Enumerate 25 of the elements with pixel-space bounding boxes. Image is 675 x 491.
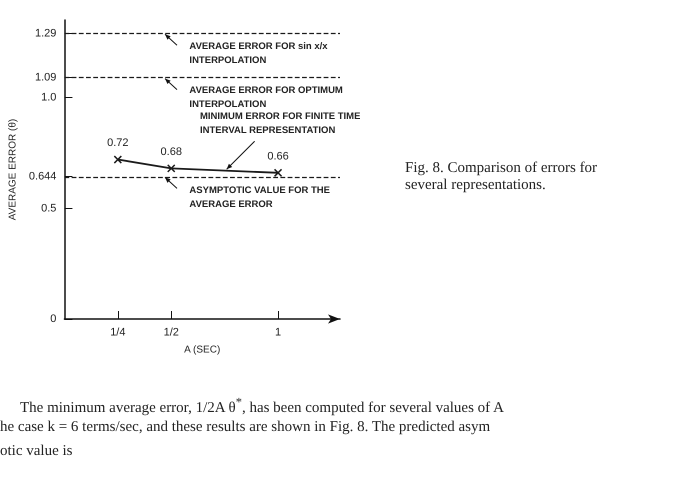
annotation: MINIMUM ERROR FOR FINITE TIME INTERVAL REPRESENTATION [200,110,364,136]
y-tick-label: 0.644 [28,170,56,182]
y-tick-label: 1.09 [35,72,56,84]
text: otic value is [0,443,72,460]
y-tick-label: 0.5 [41,202,56,214]
point [114,155,122,164]
caption: Fig. 8. Comparison of errors for several representations. [405,160,598,194]
point [166,164,176,173]
x-tick-label: 1 [274,326,282,338]
ref-line-label: AVERAGE ERROR FOR OPTIMUM INTERPOLATION [189,85,346,110]
x-tick-label: 1/2 [164,326,179,338]
data-label: 0.66 [267,150,289,162]
x-axis-title: A (SEC) [184,344,220,356]
data-label: 0.72 [107,137,129,150]
y-axis-title: AVERAGE ERROR (θ) [8,118,18,220]
text: The minimum average error, 1/2A θ$^{*}$, has been computed for several values of A [20,395,504,417]
text: he case k = 6 terms/sec, and these results are shown in Fig. 8. The predicted asym [0,419,490,436]
y-tick-label: 1.29 [35,27,56,40]
data-label: 0.68 [160,146,182,158]
y-tick-label: 0 [50,313,56,325]
y-tick-label: 1.0 [41,92,56,104]
point [274,168,282,178]
x-tick-label: 1/4 [110,326,126,338]
ref-line-label: ASYMPTOTIC VALUE FOR THE AVERAGE ERROR [189,184,333,210]
ref-line-label: AVERAGE ERROR FOR sin x/x INTERPOLATION [189,40,330,66]
